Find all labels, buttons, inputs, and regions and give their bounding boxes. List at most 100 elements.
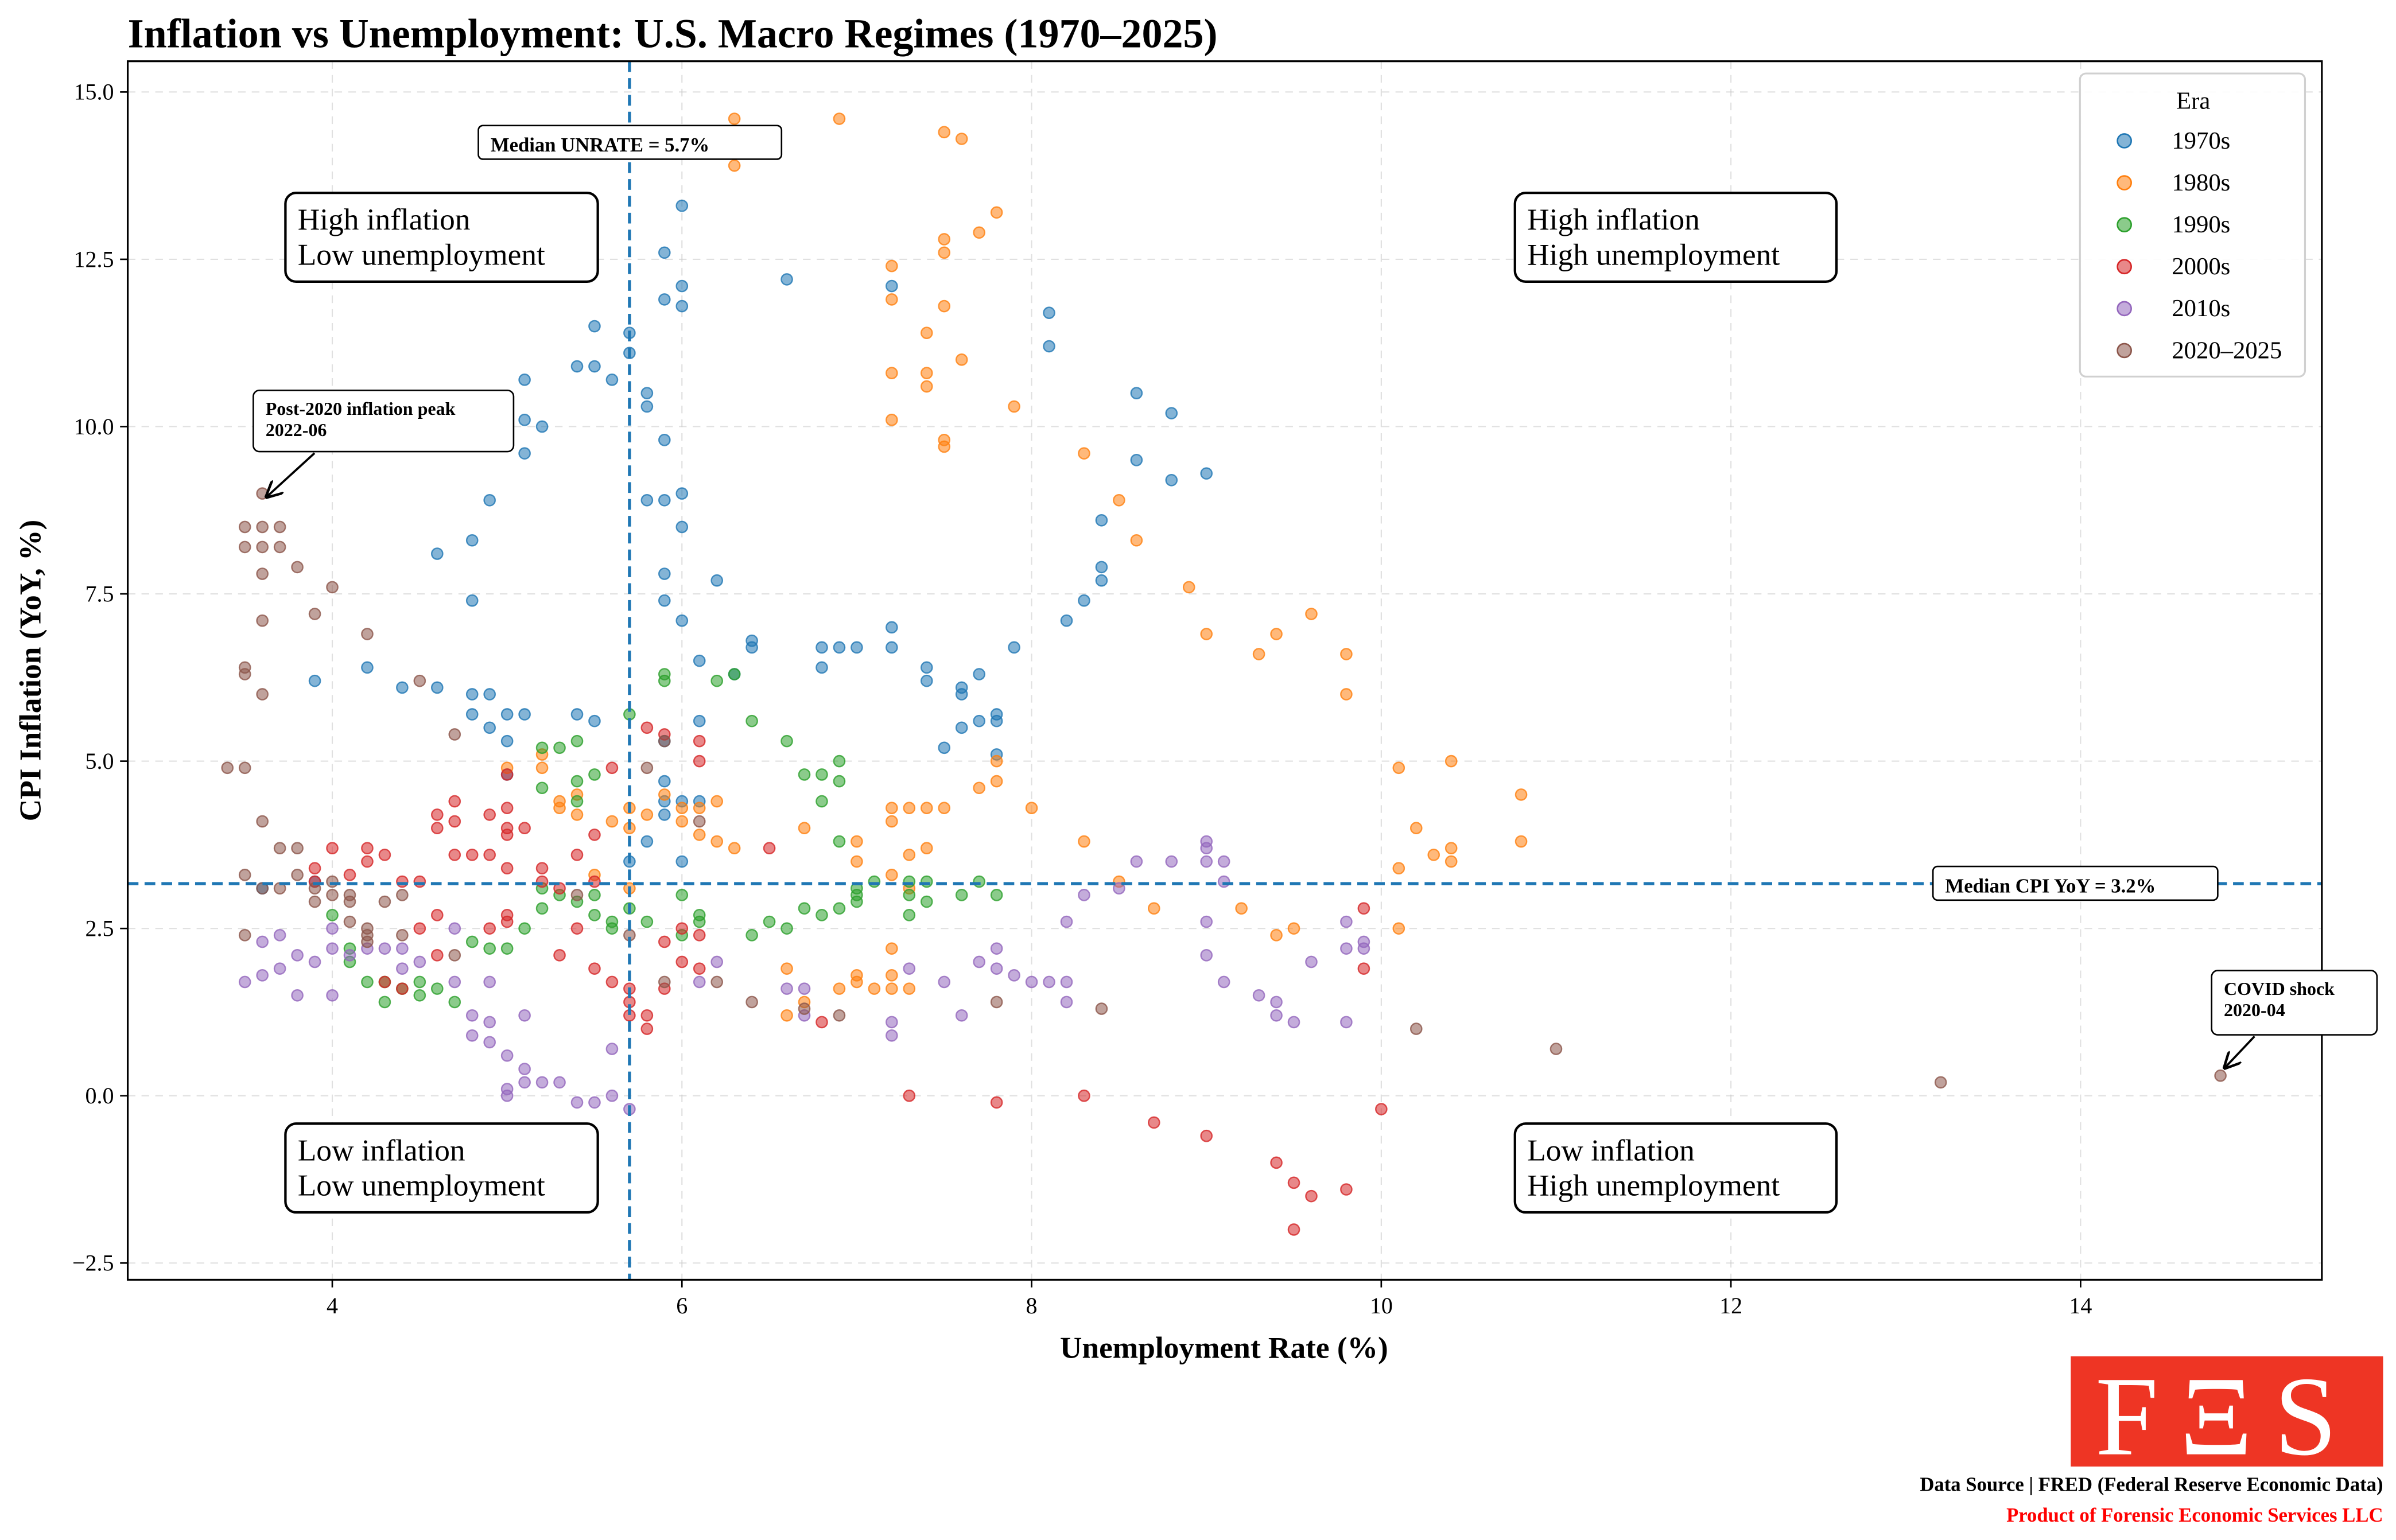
data-point — [886, 815, 898, 828]
data-point — [886, 414, 898, 426]
data-point — [1200, 467, 1213, 480]
data-point — [710, 574, 724, 587]
data-point — [1078, 447, 1090, 460]
data-point — [483, 1036, 496, 1049]
data-point — [430, 808, 444, 821]
median-unrate-label-text: Median UNRATE = 5.7% — [491, 134, 709, 156]
legend-marker — [2117, 301, 2132, 317]
data-point — [693, 802, 706, 815]
data-point — [920, 367, 933, 379]
median-unrate-label-box — [477, 125, 783, 160]
data-point — [396, 942, 409, 955]
data-point — [1357, 902, 1370, 915]
data-point — [1148, 1116, 1160, 1129]
data-point — [833, 112, 846, 125]
data-point — [780, 962, 793, 975]
data-point — [938, 741, 951, 755]
data-point — [535, 875, 549, 888]
data-point — [326, 989, 339, 1002]
data-point — [1008, 641, 1020, 654]
data-point — [640, 493, 654, 507]
data-point — [570, 734, 584, 748]
data-point — [833, 775, 846, 788]
data-point — [396, 875, 409, 888]
data-point — [413, 955, 426, 969]
data-point — [833, 835, 846, 848]
data-point — [326, 889, 339, 901]
quadrant-top-right-box — [1513, 192, 1838, 283]
data-point — [465, 594, 479, 607]
data-point — [1025, 975, 1038, 989]
data-point — [343, 869, 356, 881]
data-point — [238, 761, 251, 775]
data-point — [535, 1076, 549, 1089]
data-point — [990, 775, 1003, 788]
data-point — [291, 989, 304, 1002]
data-point — [728, 112, 741, 125]
data-point — [1444, 755, 1458, 768]
data-point — [570, 1096, 584, 1109]
data-point — [675, 199, 689, 212]
data-point — [413, 674, 426, 687]
data-point — [886, 982, 898, 995]
data-point — [553, 949, 566, 962]
median-cpi-label-text: Median CPI YoY = 3.2% — [1945, 874, 2156, 897]
data-point — [430, 822, 444, 835]
data-point — [448, 849, 461, 861]
legend-marker — [2117, 133, 2132, 149]
data-point — [1130, 387, 1143, 399]
data-point — [1095, 514, 1108, 527]
data-point — [588, 768, 601, 781]
data-point — [1375, 1103, 1388, 1115]
data-point — [500, 708, 514, 721]
data-point — [291, 949, 304, 962]
data-point — [256, 520, 269, 534]
quadrant-bottom-right-box — [1513, 1122, 1838, 1214]
data-point — [343, 915, 356, 928]
legend-marker — [2117, 217, 2132, 233]
data-point — [658, 808, 671, 821]
data-point — [448, 795, 461, 808]
data-point — [518, 1009, 531, 1022]
data-point — [483, 942, 496, 955]
data-point — [973, 875, 985, 888]
data-point — [256, 567, 269, 580]
data-point — [990, 1096, 1003, 1109]
data-point — [903, 889, 916, 901]
data-point — [553, 741, 566, 755]
data-point — [1252, 648, 1265, 660]
data-point — [1305, 608, 1318, 620]
data-point — [413, 922, 426, 935]
y-tick-label: −2.5 — [72, 1250, 114, 1276]
data-point — [1357, 962, 1370, 975]
data-point — [448, 995, 461, 1009]
data-point — [710, 835, 724, 848]
data-point — [816, 909, 828, 921]
data-point — [1270, 1009, 1283, 1022]
data-point — [430, 982, 444, 995]
data-point — [816, 1016, 828, 1029]
data-point — [658, 975, 671, 989]
data-point — [553, 882, 566, 895]
data-point — [361, 842, 374, 855]
data-point — [833, 755, 846, 768]
data-point — [1182, 581, 1195, 594]
data-point — [658, 775, 671, 788]
data-point — [238, 540, 251, 554]
data-point — [886, 367, 898, 379]
data-point — [570, 922, 584, 935]
data-point — [535, 781, 549, 795]
data-point — [413, 975, 426, 989]
data-point — [693, 755, 706, 768]
data-point — [1113, 493, 1125, 507]
data-point — [430, 949, 444, 962]
data-point — [570, 889, 584, 901]
plot-frame — [126, 60, 2323, 1281]
data-point — [816, 641, 828, 654]
data-point — [868, 875, 881, 888]
data-point — [710, 955, 724, 969]
data-point — [833, 982, 846, 995]
data-point — [1270, 995, 1283, 1009]
